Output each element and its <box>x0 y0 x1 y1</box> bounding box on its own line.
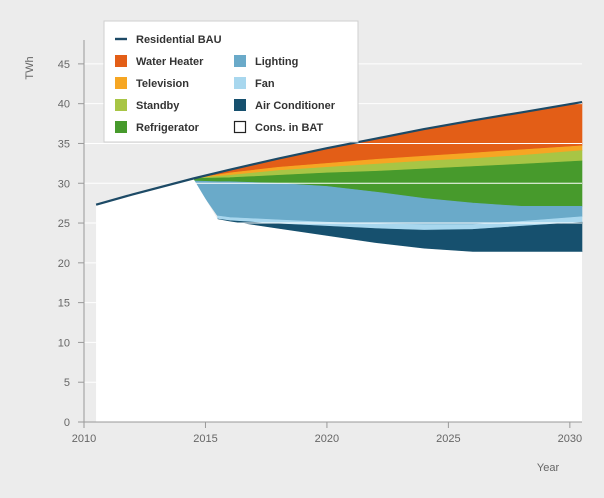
legend-item-air-conditioner: Air Conditioner <box>234 99 336 112</box>
legend-item-cons-in-bat: Cons. in BAT <box>233 120 324 134</box>
legend-label-lighting: Lighting <box>255 56 298 68</box>
y-tick-label-35: 35 <box>58 138 70 150</box>
y-tick-label-25: 25 <box>58 218 70 230</box>
legend-item-water-heater: Water Heater <box>115 55 204 68</box>
x-tick-label-2025: 2025 <box>436 433 460 445</box>
legend-swatch-cons-in-bat <box>233 120 247 134</box>
bat-layer <box>96 178 582 422</box>
line-residential-bau <box>95 101 583 206</box>
x-tick-label-2020: 2020 <box>315 433 339 445</box>
legend: Residential BAU Water Heater Television Sta… <box>103 20 359 143</box>
legend-label-refrigerator: Refrigerator <box>136 122 200 134</box>
legend-item-residential-bau: Residential BAU <box>115 34 222 46</box>
y-tick-label-40: 40 <box>58 99 70 111</box>
legend-swatch-lighting <box>234 55 246 67</box>
legend-label-residential-bau: Residential BAU <box>136 34 222 46</box>
x-tick-label-2015: 2015 <box>193 433 217 445</box>
legend-swatch-television <box>115 77 127 89</box>
y-axis-title: TWh <box>24 56 36 79</box>
legend-swatch-standby <box>115 99 127 111</box>
legend-item-refrigerator: Refrigerator <box>115 121 200 134</box>
y-tick-label-10: 10 <box>58 337 70 349</box>
legend-item-television: Television <box>115 77 189 90</box>
legend-swatch-fan <box>234 77 246 89</box>
legend-label-television: Television <box>136 78 189 90</box>
legend-swatch-refrigerator <box>115 121 127 133</box>
y-tick-label-45: 45 <box>58 59 70 71</box>
area-cons-in-bat <box>96 178 582 422</box>
bau-line-layer <box>95 101 583 206</box>
legend-item-lighting: Lighting <box>234 55 298 68</box>
legend-label-air-conditioner: Air Conditioner <box>255 100 336 112</box>
legend-box <box>103 20 359 143</box>
legend-item-standby: Standby <box>115 99 180 112</box>
y-tick-label-30: 30 <box>58 178 70 190</box>
legend-swatch-air-conditioner <box>234 99 246 111</box>
y-tick-label-20: 20 <box>58 258 70 270</box>
y-tick-label-15: 15 <box>58 298 70 310</box>
legend-swatch-water-heater <box>115 55 127 67</box>
legend-item-fan: Fan <box>234 77 275 90</box>
y-tick-label-5: 5 <box>64 377 70 389</box>
x-tick-label-2030: 2030 <box>558 433 582 445</box>
legend-label-standby: Standby <box>136 100 180 112</box>
legend-label-cons-in-bat: Cons. in BAT <box>255 122 324 134</box>
y-tick-label-0: 0 <box>64 417 70 429</box>
x-axis-title: Year <box>537 462 560 474</box>
x-tick-label-2010: 2010 <box>72 433 96 445</box>
legend-label-water-heater: Water Heater <box>136 56 204 68</box>
legend-label-fan: Fan <box>255 78 275 90</box>
